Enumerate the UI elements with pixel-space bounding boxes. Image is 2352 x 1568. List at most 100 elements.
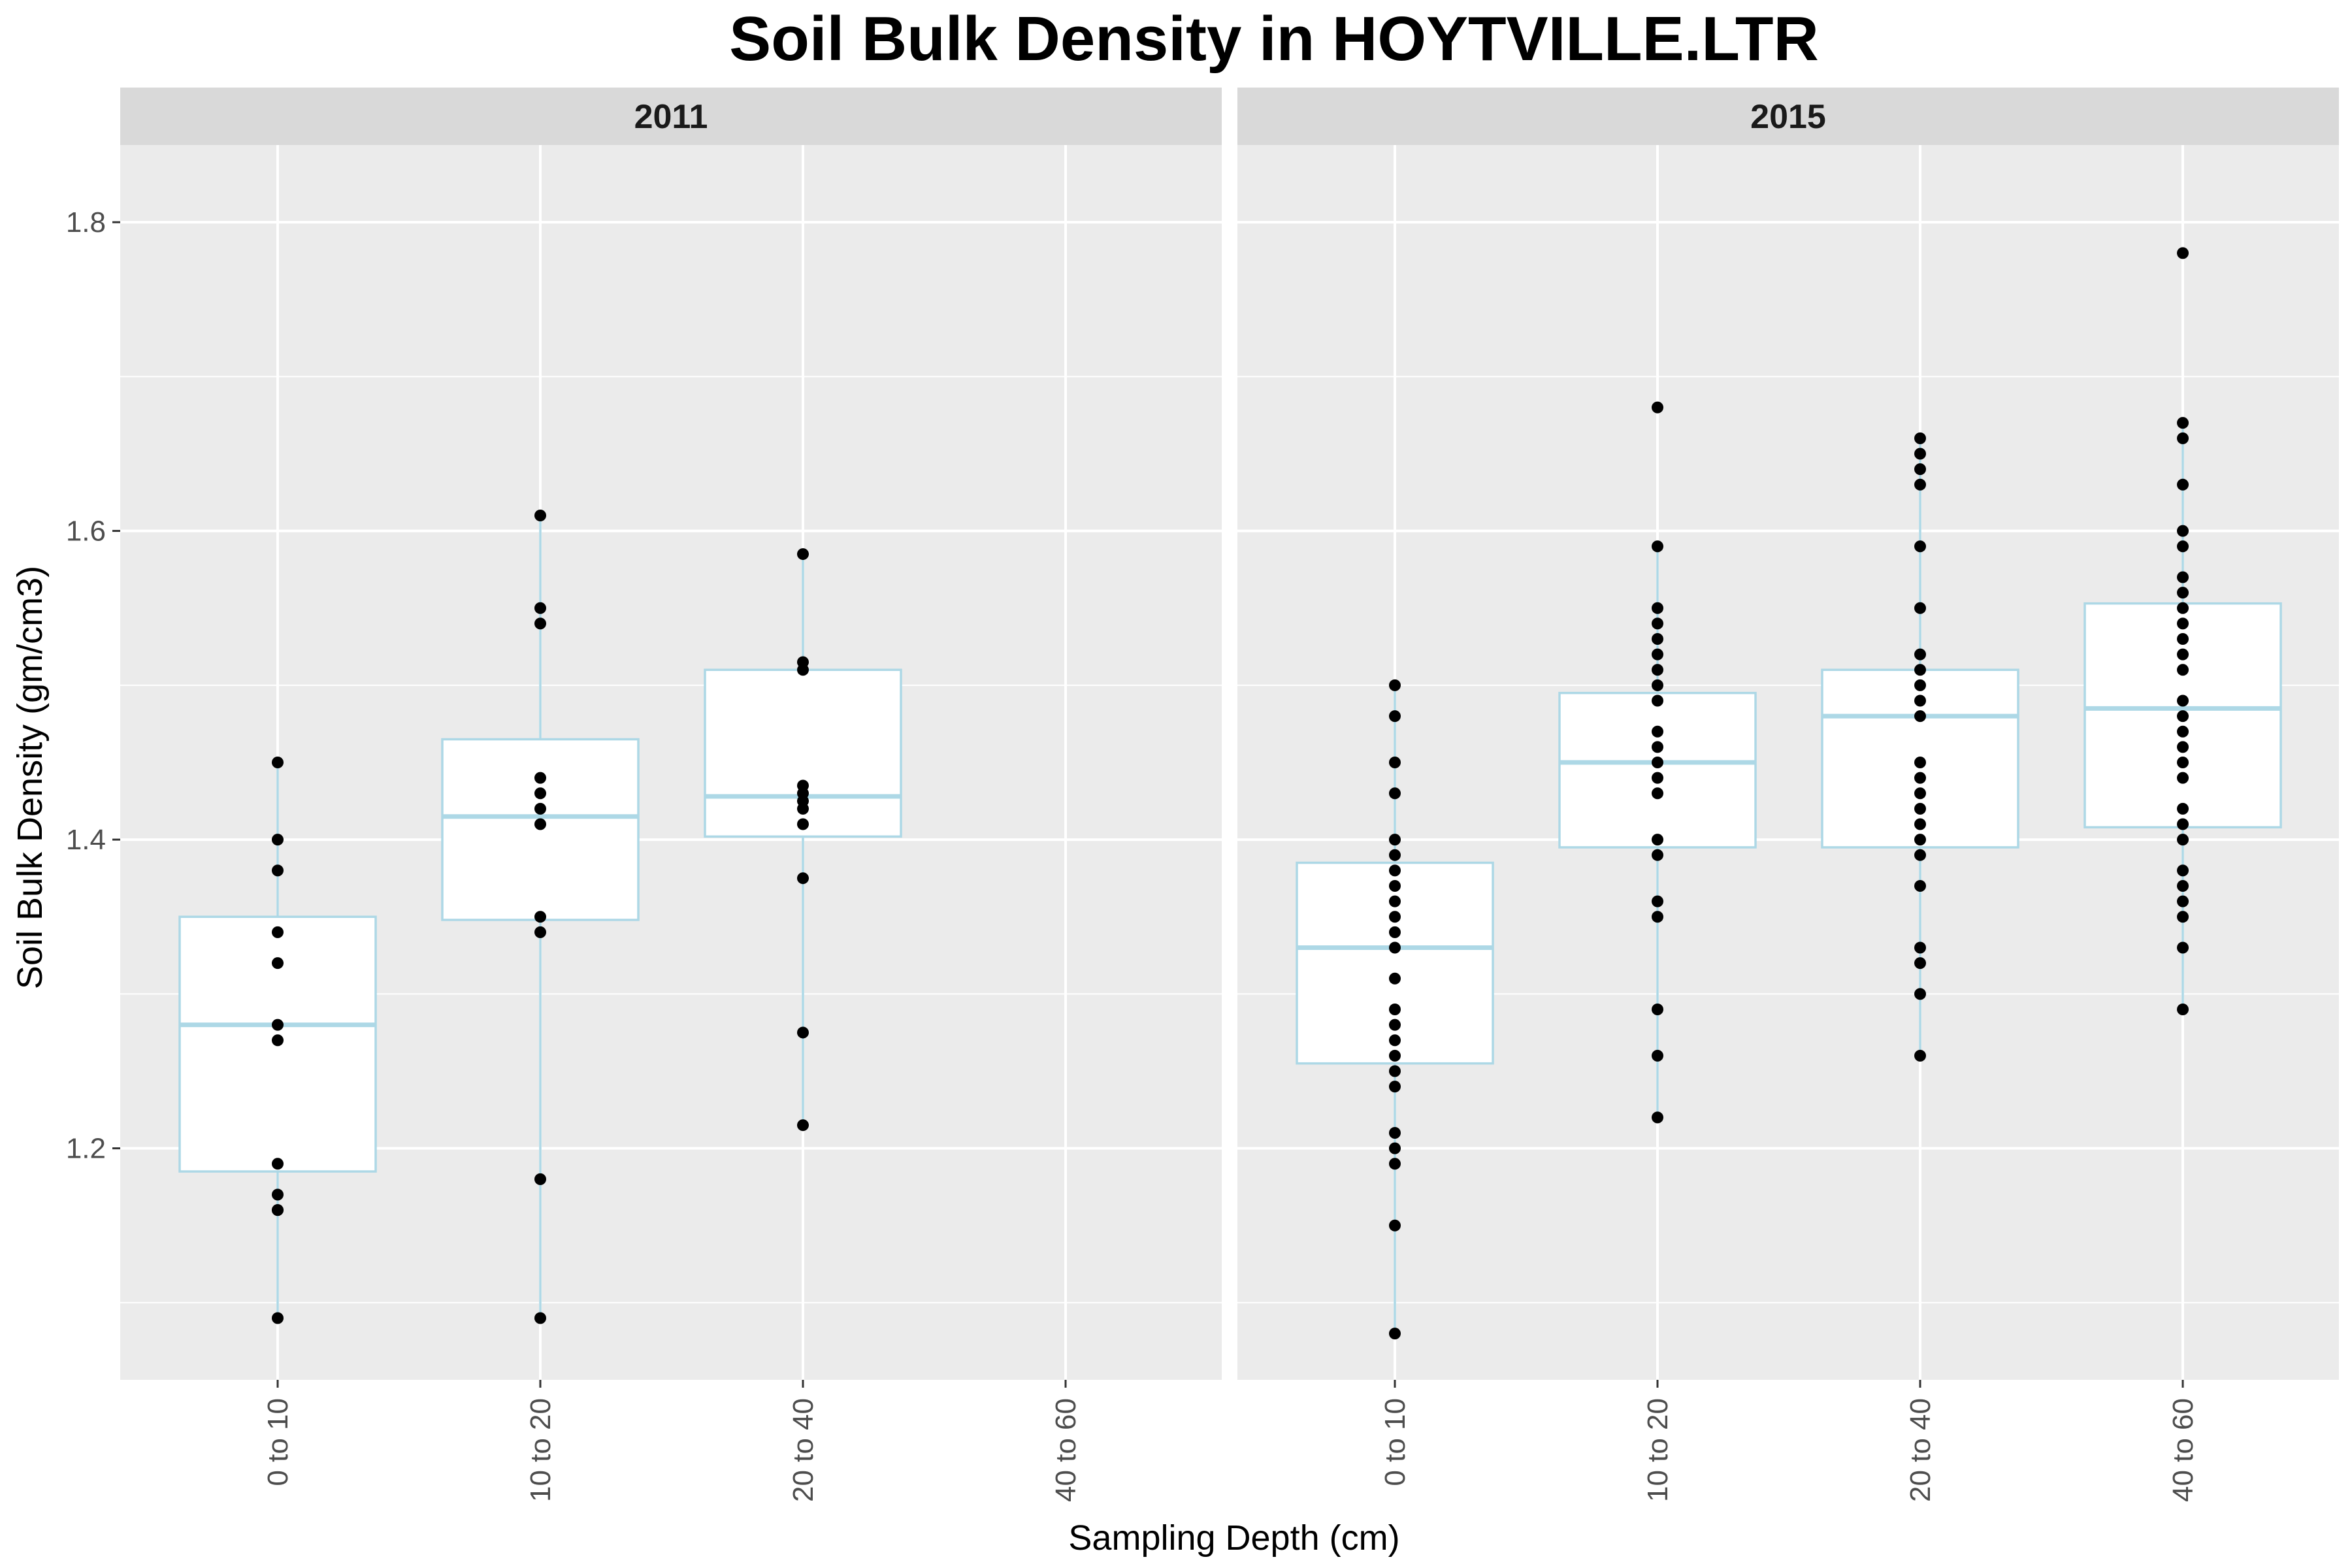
- data-point: [1914, 710, 1926, 723]
- data-point: [1914, 432, 1926, 444]
- data-point: [2177, 540, 2189, 553]
- data-point: [2177, 602, 2189, 614]
- data-point: [1914, 679, 1926, 691]
- x-tick-label: 10 to 20: [525, 1398, 557, 1502]
- data-point: [2177, 571, 2189, 583]
- data-point: [534, 1173, 546, 1185]
- facet-strip: [1237, 88, 2339, 145]
- data-point: [1914, 602, 1926, 614]
- data-point: [1389, 679, 1401, 691]
- data-point: [1652, 602, 1663, 614]
- data-point: [1389, 757, 1401, 768]
- data-point: [1652, 834, 1663, 846]
- boxplot-20-to-40: [1821, 432, 2019, 1062]
- data-point: [1389, 972, 1401, 985]
- data-point: [2177, 911, 2189, 923]
- data-point: [2177, 247, 2189, 259]
- y-tick-label: 1.4: [66, 824, 106, 856]
- data-point: [797, 779, 809, 792]
- data-point: [1652, 1004, 1663, 1015]
- data-point: [534, 617, 546, 630]
- data-point: [2177, 818, 2189, 830]
- boxplot-0-to-10: [1296, 679, 1494, 1340]
- data-point: [1914, 802, 1926, 815]
- data-point: [272, 1312, 284, 1324]
- data-point: [1389, 880, 1401, 892]
- data-point: [1914, 834, 1926, 846]
- x-tick-label: 0 to 10: [1379, 1398, 1411, 1486]
- data-point: [797, 872, 809, 885]
- y-axis: 1.2 1.4 1.6 1.8: [66, 206, 120, 1165]
- data-point: [1389, 1049, 1401, 1062]
- data-point: [1914, 941, 1926, 954]
- data-point: [2177, 772, 2189, 784]
- panel-background: [120, 145, 1222, 1380]
- data-point: [1389, 1034, 1401, 1047]
- x-tick-label: 20 to 40: [787, 1398, 819, 1502]
- data-point: [1389, 1081, 1401, 1093]
- data-point: [1389, 1158, 1401, 1170]
- data-point: [534, 818, 546, 830]
- data-point: [797, 818, 809, 830]
- data-point: [2177, 417, 2189, 429]
- data-point: [534, 802, 546, 815]
- data-point: [1914, 1049, 1926, 1062]
- data-point: [2177, 834, 2189, 846]
- data-point: [1914, 880, 1926, 892]
- data-point: [272, 1019, 284, 1031]
- data-point: [1389, 895, 1401, 907]
- data-point: [2177, 664, 2189, 676]
- x-axis-title: Sampling Depth (cm): [1068, 1518, 1399, 1558]
- boxplot-0-to-10: [178, 757, 377, 1324]
- y-tick-label: 1.6: [66, 515, 106, 547]
- plot-panels: 2011 0 to 10 10 to 20 20 to 40 40 to 60 2015 0…: [120, 88, 2339, 1502]
- data-point: [272, 926, 284, 938]
- data-point: [1389, 1019, 1401, 1031]
- data-point: [272, 757, 284, 768]
- data-point: [1389, 1142, 1401, 1154]
- data-point: [2177, 478, 2189, 491]
- y-axis-title: Soil Bulk Density (gm/cm3): [10, 566, 50, 989]
- data-point: [2177, 633, 2189, 645]
- data-point: [272, 834, 284, 846]
- data-point: [272, 1188, 284, 1201]
- data-point: [2177, 895, 2189, 907]
- data-point: [1389, 1328, 1401, 1340]
- data-point: [2177, 725, 2189, 738]
- data-point: [1652, 895, 1663, 907]
- data-point: [1914, 757, 1926, 768]
- panel-2015: 2015 0 to 10 10 to 20 20 to 40 40 to 60: [1237, 88, 2339, 1502]
- y-tick-label: 1.2: [66, 1133, 106, 1165]
- data-point: [1389, 849, 1401, 861]
- boxplot-10-to-20: [1558, 401, 1757, 1124]
- data-point: [1389, 834, 1401, 846]
- data-point: [1652, 694, 1663, 707]
- chart-title: Soil Bulk Density in HOYTVILLE.LTR: [729, 4, 1819, 74]
- data-point: [797, 656, 809, 668]
- data-point: [1652, 540, 1663, 553]
- data-point: [272, 957, 284, 970]
- data-point: [1652, 911, 1663, 923]
- data-point: [1652, 648, 1663, 661]
- data-point: [2177, 880, 2189, 892]
- data-point: [1389, 1065, 1401, 1077]
- x-tick-label: 20 to 40: [1904, 1398, 1936, 1502]
- data-point: [2177, 694, 2189, 707]
- data-point: [2177, 1004, 2189, 1015]
- data-point: [2177, 941, 2189, 954]
- data-point: [1914, 540, 1926, 553]
- data-point: [1914, 849, 1926, 861]
- x-tick-label: 40 to 60: [1050, 1398, 1082, 1502]
- box-iqr: [1558, 691, 1757, 849]
- data-point: [1652, 1111, 1663, 1124]
- data-point: [534, 1312, 546, 1324]
- data-point: [1389, 1219, 1401, 1232]
- data-point: [1914, 988, 1926, 1000]
- data-point: [797, 548, 809, 561]
- data-point: [1914, 648, 1926, 661]
- boxplot-20-to-40: [704, 548, 902, 1132]
- data-point: [534, 602, 546, 614]
- data-point: [2177, 525, 2189, 537]
- data-point: [1652, 633, 1663, 645]
